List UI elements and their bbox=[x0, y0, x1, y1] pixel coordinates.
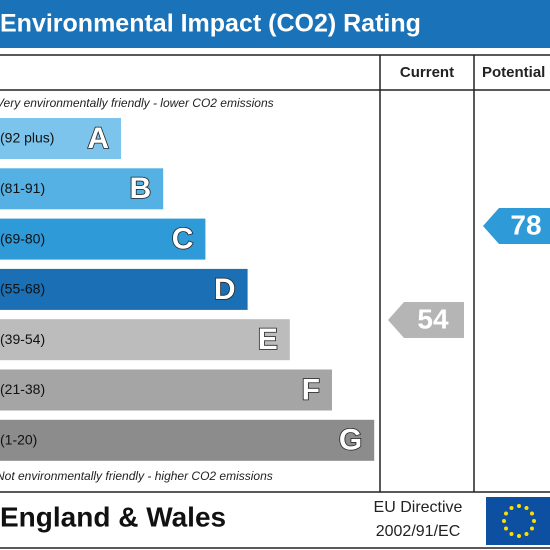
star bbox=[504, 526, 509, 531]
star bbox=[517, 534, 521, 538]
band-range: (69-80) bbox=[0, 230, 45, 246]
title: Environmental Impact (CO2) Rating bbox=[0, 10, 421, 38]
star bbox=[524, 506, 529, 511]
band-letter: E bbox=[258, 323, 278, 356]
current-value: 54 bbox=[417, 303, 449, 334]
star bbox=[502, 519, 506, 523]
star bbox=[532, 519, 536, 523]
top-note: Very environmentally friendly - lower CO… bbox=[0, 96, 274, 110]
title-bar bbox=[0, 0, 550, 48]
directive-line1: EU Directive bbox=[374, 499, 463, 516]
potential-value: 78 bbox=[510, 209, 541, 240]
band-bar bbox=[0, 419, 375, 461]
band-letter: G bbox=[339, 424, 362, 457]
bottom-note: Not environmentally friendly - higher CO… bbox=[0, 469, 273, 483]
band-letter: A bbox=[87, 122, 109, 155]
star bbox=[529, 511, 534, 516]
current-arrow bbox=[388, 302, 464, 338]
potential-arrow bbox=[483, 208, 550, 244]
band-bar bbox=[0, 218, 206, 260]
current-header: Current bbox=[400, 64, 454, 81]
band-range: (92 plus) bbox=[0, 130, 54, 146]
band-letter: C bbox=[172, 223, 194, 256]
band-range: (21-38) bbox=[0, 381, 45, 397]
band-letter: F bbox=[302, 373, 320, 406]
band-bar bbox=[0, 319, 290, 361]
band-bar bbox=[0, 168, 164, 210]
eu-flag bbox=[486, 497, 550, 545]
band-bar bbox=[0, 118, 121, 159]
band-bar bbox=[0, 369, 332, 411]
band-letter: B bbox=[130, 172, 152, 205]
star bbox=[529, 526, 534, 531]
band-range: (81-91) bbox=[0, 180, 45, 196]
band-range: (1-20) bbox=[0, 432, 37, 448]
star bbox=[517, 504, 521, 508]
band-range: (55-68) bbox=[0, 281, 45, 297]
directive-line2: 2002/91/EC bbox=[376, 523, 461, 540]
star bbox=[524, 531, 529, 536]
star bbox=[509, 506, 514, 511]
region: England & Wales bbox=[0, 501, 226, 532]
potential-header: Potential bbox=[482, 64, 545, 81]
band-range: (39-54) bbox=[0, 331, 45, 347]
frame bbox=[0, 54, 550, 549]
star bbox=[509, 531, 514, 536]
band-bar bbox=[0, 268, 248, 310]
star bbox=[504, 511, 509, 516]
eu-stars bbox=[502, 504, 536, 538]
band-letter: D bbox=[214, 273, 236, 306]
